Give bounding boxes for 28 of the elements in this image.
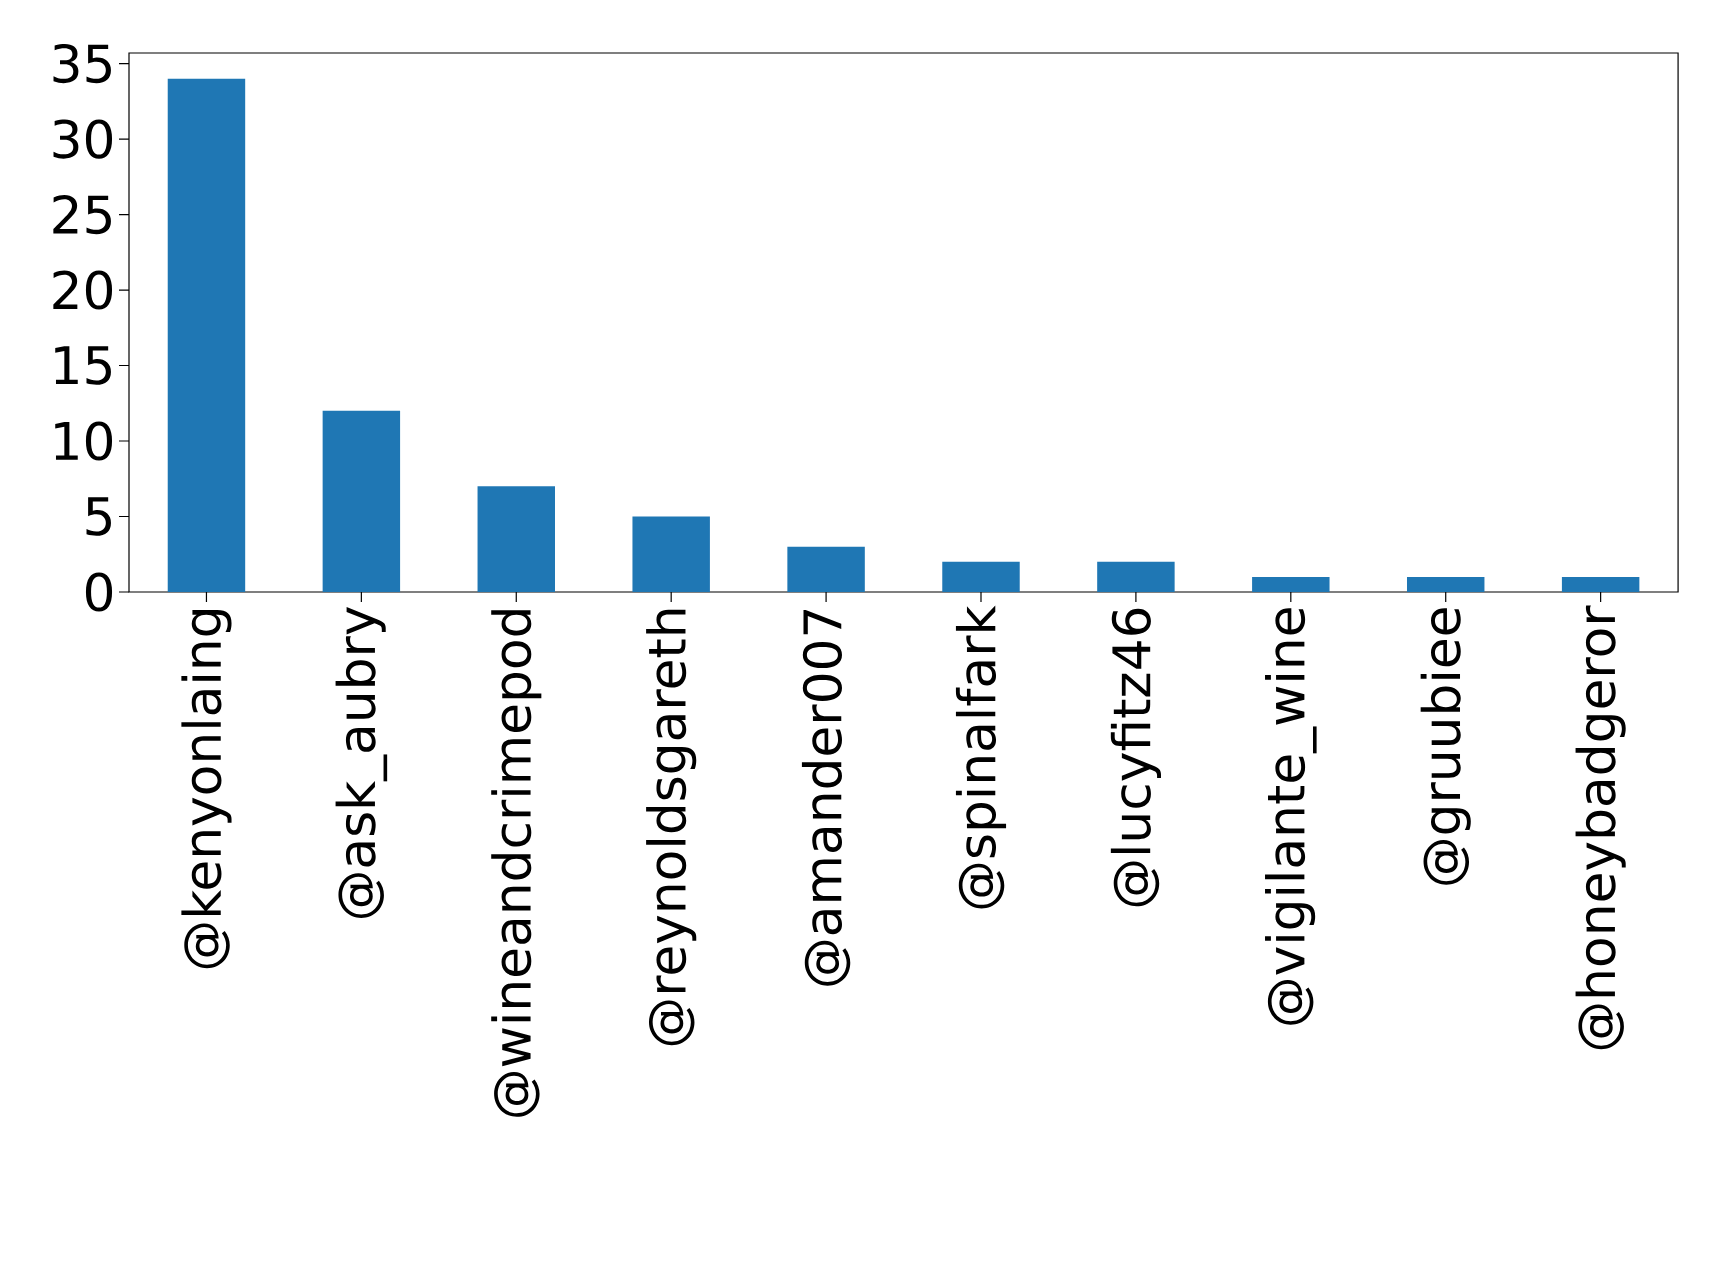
y-tick-label: 30 [53, 119, 113, 159]
y-tick-label: 25 [53, 194, 111, 235]
x-tick-label: @kenyonlaing [181, 610, 232, 969]
x-tick-label: @wineandcrimepod [491, 610, 542, 1117]
y-tick-label: 0 [85, 572, 113, 612]
x-tick-label: @spinalfark [955, 605, 1007, 909]
y-tick-label: 20 [53, 270, 113, 310]
x-tick-label: @gruubiee [1420, 608, 1471, 885]
x-tick-label: @honeybadgeror [1575, 605, 1626, 1050]
bar [942, 561, 1020, 592]
x-tick-label: @ask_aubry [335, 607, 388, 918]
y-tick-label: 35 [53, 43, 111, 84]
x-tick-label: @reynoldsgareth [646, 609, 697, 1046]
bar [167, 78, 246, 592]
bar [632, 516, 710, 592]
bar [1252, 576, 1330, 592]
bar [322, 410, 401, 592]
y-tick-label: 15 [55, 346, 111, 385]
x-tick-label: @vigilante_wine [1265, 608, 1317, 1025]
bar [477, 486, 555, 592]
x-tick-label: @amander007 [801, 609, 851, 986]
y-tick-label: 10 [55, 421, 113, 461]
bar [1561, 576, 1640, 592]
y-tick-label: 5 [86, 497, 111, 536]
x-tick-label: @lucyfitz46 [1110, 608, 1161, 907]
bar [1097, 561, 1175, 592]
bar [1406, 576, 1485, 592]
bar [787, 546, 865, 592]
